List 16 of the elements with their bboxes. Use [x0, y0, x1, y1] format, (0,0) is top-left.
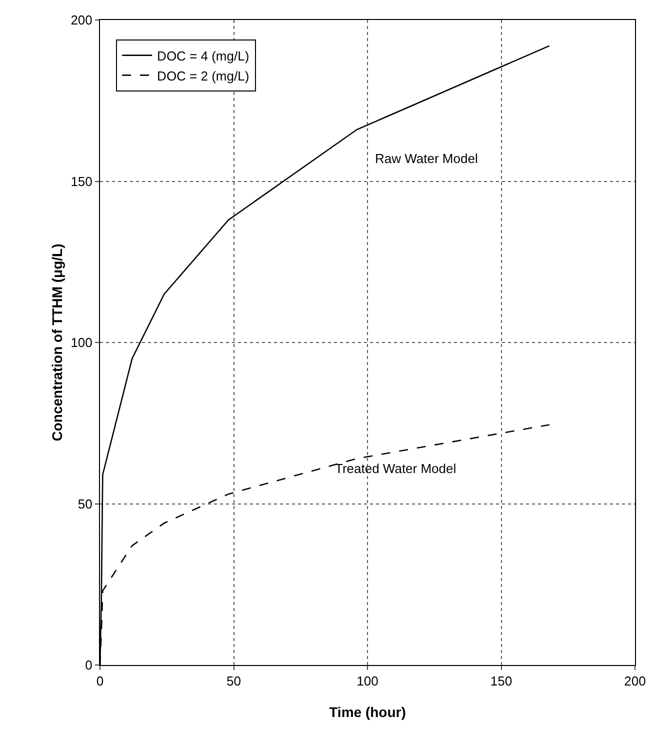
x-tick-label: 0: [96, 674, 104, 689]
annotation: Raw Water Model: [375, 151, 478, 166]
y-tick-label: 150: [70, 174, 92, 189]
x-tick-label: 200: [624, 674, 646, 689]
y-tick-label: 100: [70, 335, 92, 350]
y-tick-label: 200: [70, 12, 92, 28]
y-tick-label: 0: [85, 658, 92, 673]
legend-label: DOC = 4 (mg/L): [157, 48, 250, 64]
x-tick-label: 100: [356, 674, 378, 689]
y-axis-title: Concentration of TTHM (μg/L): [49, 244, 65, 442]
legend-label: DOC = 2 (mg/L): [157, 68, 250, 84]
x-axis-title: Time (hour): [329, 704, 406, 720]
y-tick-label: 50: [78, 496, 92, 512]
x-tick-label: 150: [490, 674, 512, 689]
annotation: Treated Water Model: [335, 461, 456, 476]
x-tick-label: 50: [226, 674, 241, 689]
